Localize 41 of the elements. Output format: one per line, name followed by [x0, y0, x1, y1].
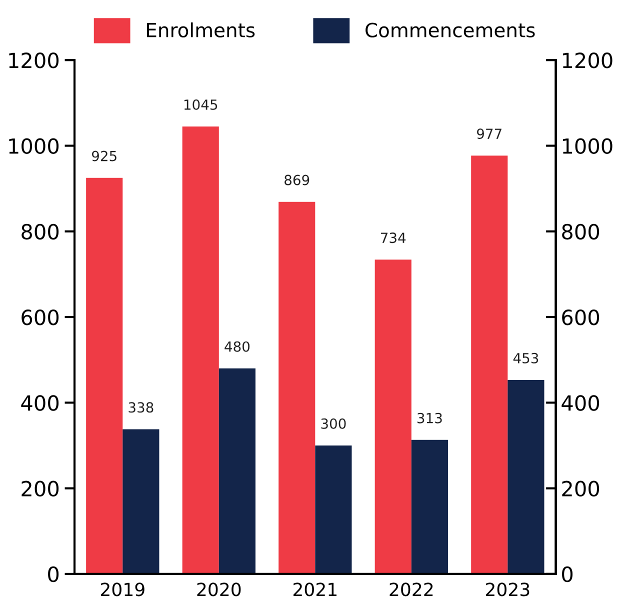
data-label: 925	[92, 150, 116, 162]
y-tick-label: 600	[22, 309, 59, 326]
y-tick-label: 400	[21, 395, 59, 411]
x-tick-label: 2022	[390, 582, 433, 596]
data-label: 869	[284, 174, 310, 186]
data-label: 313	[418, 412, 442, 424]
legend-label: Commencements	[366, 22, 535, 38]
data-label: 1045	[184, 99, 218, 110]
data-label: 338	[128, 402, 154, 413]
y2-tick-label: 200	[562, 480, 600, 497]
y-tick-label: 200	[22, 480, 59, 497]
x-tick-label: 2021	[294, 582, 336, 596]
y-tick-label: 0	[48, 566, 59, 582]
y-tick-label: 1000	[9, 138, 59, 154]
x-tick-label: 2023	[486, 582, 530, 596]
bar	[278, 202, 316, 574]
data-label: 480	[224, 341, 250, 352]
legend-label: Enrolments	[147, 22, 255, 38]
y-tick-label: 1200	[9, 52, 59, 68]
y2-tick-label: 600	[562, 309, 600, 326]
x-tick-label: 2020	[197, 582, 241, 596]
y2-tick-label: 800	[562, 224, 600, 240]
bar	[182, 126, 219, 574]
bar	[86, 178, 123, 574]
bar	[315, 445, 352, 574]
bar	[471, 156, 508, 574]
y2-tick-label: 400	[562, 395, 600, 411]
bar	[508, 380, 544, 574]
y2-tick-label: 1200	[562, 52, 612, 68]
bar	[218, 368, 256, 574]
data-label: 977	[477, 128, 502, 140]
y-tick-label: 800	[22, 224, 59, 240]
data-label: 453	[513, 352, 538, 364]
x-tick-label: 2019	[100, 582, 144, 596]
bar	[374, 260, 412, 574]
data-label: 300	[321, 418, 346, 429]
y2-tick-label: 0	[562, 566, 573, 582]
bar	[122, 429, 160, 574]
y2-tick-label: 1000	[562, 138, 612, 154]
bar	[411, 440, 448, 574]
data-label: 734	[381, 232, 406, 244]
